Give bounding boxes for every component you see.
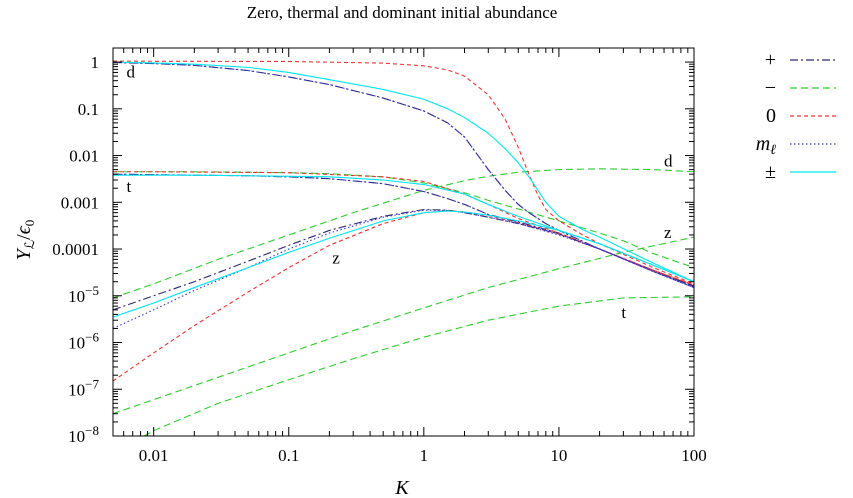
series-pm-zero	[113, 210, 694, 318]
series-mell-thermal	[113, 173, 694, 289]
legend-label: 0	[766, 105, 776, 127]
curve-label: t	[127, 177, 132, 196]
series-minus-low	[143, 296, 694, 436]
y-tick-label: 0.0001	[52, 240, 99, 259]
curve-label: d	[664, 151, 673, 170]
series-zero-dominant	[113, 60, 694, 285]
x-tick-label: 0.01	[139, 446, 169, 465]
svg-text:Yℒ/ϵ0: Yℒ/ϵ0	[13, 220, 37, 261]
series-minus-zero	[113, 236, 694, 415]
legend-item: +	[765, 49, 836, 71]
series-plus-thermal	[113, 173, 694, 287]
y-tick-label: 0.1	[78, 100, 99, 119]
y-tick-label: 10−8	[68, 423, 99, 446]
legend: + − 0 mℓ ±	[756, 49, 836, 183]
curve-annotations: d t z d z t	[127, 62, 673, 321]
y-axis: 1 0.1 0.01 0.001 0.0001 10−5 10−6 10−7 10−8	[52, 47, 694, 446]
x-tick-label: 10	[550, 446, 567, 465]
curve-label: z	[332, 249, 340, 268]
legend-label: −	[765, 77, 776, 99]
legend-label: ±	[765, 161, 776, 183]
legend-item: ±	[765, 161, 836, 183]
series-mell-zero	[113, 209, 694, 329]
series-plus-zero	[113, 208, 694, 311]
series-zero-thermal	[113, 171, 694, 286]
y-axis-title: Yℒ/ϵ0	[13, 220, 37, 261]
y-tick-label: 10−6	[68, 330, 99, 353]
curve-label: t	[621, 303, 626, 322]
y-tick-label: 0.01	[69, 147, 99, 166]
curve-label: d	[127, 62, 136, 81]
curve-label: z	[664, 223, 672, 242]
legend-label: mℓ	[756, 133, 776, 158]
legend-item: −	[765, 77, 836, 99]
series-minus-dominant	[113, 168, 694, 299]
x-axis: 0.01 0.1 1 10 100	[112, 48, 707, 465]
y-tick-label: 0.001	[61, 193, 99, 212]
x-tick-label: 0.1	[278, 446, 299, 465]
series-zero-zero	[113, 210, 694, 382]
series-mell-dominant	[113, 61, 694, 289]
legend-label: +	[765, 49, 776, 71]
y-tick-label: 1	[91, 53, 100, 72]
x-axis-title: K	[394, 477, 410, 498]
x-tick-label: 100	[681, 446, 707, 465]
y-tick-label: 10−7	[68, 376, 99, 399]
series-minus-thermal	[113, 171, 694, 269]
series-pm-dominant	[113, 61, 694, 283]
legend-item: mℓ	[756, 133, 836, 158]
plot-lines	[113, 60, 694, 436]
x-tick-label: 1	[420, 446, 429, 465]
y-tick-label: 10−5	[68, 283, 99, 306]
chart-title: Zero, thermal and dominant initial abund…	[247, 3, 558, 22]
plot-frame	[112, 47, 695, 437]
legend-item: 0	[766, 105, 836, 127]
